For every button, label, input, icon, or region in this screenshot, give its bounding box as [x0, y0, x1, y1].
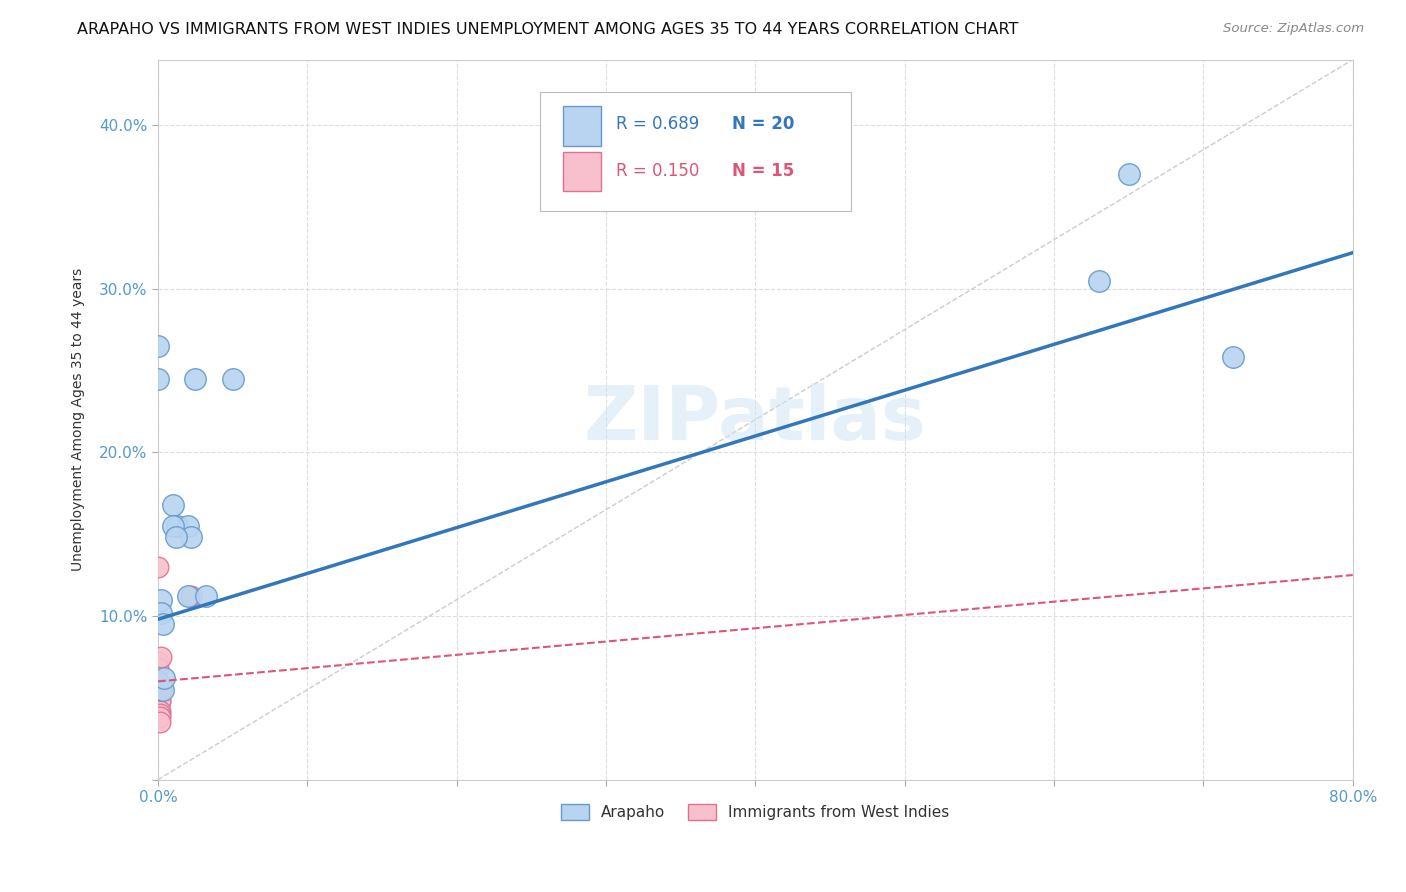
Point — [177, 590, 200, 604]
Point — [146, 339, 169, 353]
Point — [184, 372, 207, 386]
Point — [166, 519, 188, 533]
Point — [146, 560, 169, 574]
Point — [150, 606, 173, 620]
Point — [150, 682, 173, 697]
Point — [148, 694, 170, 708]
Text: R = 0.689: R = 0.689 — [616, 115, 699, 134]
Point — [146, 674, 169, 689]
Point — [146, 682, 169, 697]
Point — [150, 649, 173, 664]
Point — [146, 690, 169, 705]
Point — [148, 694, 170, 708]
Text: R = 0.150: R = 0.150 — [616, 162, 699, 180]
Point — [148, 707, 170, 722]
Point — [148, 704, 170, 718]
FancyBboxPatch shape — [540, 92, 851, 211]
FancyBboxPatch shape — [562, 152, 602, 192]
Point — [148, 710, 170, 724]
Point — [162, 519, 184, 533]
Point — [1222, 351, 1244, 365]
Point — [150, 592, 173, 607]
Point — [146, 655, 169, 669]
Legend: Arapaho, Immigrants from West Indies: Arapaho, Immigrants from West Indies — [555, 797, 956, 826]
Point — [146, 661, 169, 675]
Text: ZIPatlas: ZIPatlas — [583, 383, 927, 456]
FancyBboxPatch shape — [562, 106, 602, 146]
Point — [177, 519, 200, 533]
Text: Source: ZipAtlas.com: Source: ZipAtlas.com — [1223, 22, 1364, 36]
Point — [1118, 167, 1140, 181]
Point — [1088, 273, 1111, 287]
Point — [180, 530, 202, 544]
Point — [162, 498, 184, 512]
Point — [148, 715, 170, 730]
Point — [165, 530, 187, 544]
Text: N = 15: N = 15 — [731, 162, 794, 180]
Point — [152, 617, 174, 632]
Point — [222, 372, 245, 386]
Text: ARAPAHO VS IMMIGRANTS FROM WEST INDIES UNEMPLOYMENT AMONG AGES 35 TO 44 YEARS CO: ARAPAHO VS IMMIGRANTS FROM WEST INDIES U… — [77, 22, 1019, 37]
Point — [180, 590, 202, 604]
Y-axis label: Unemployment Among Ages 35 to 44 years: Unemployment Among Ages 35 to 44 years — [72, 268, 86, 571]
Point — [194, 590, 217, 604]
Point — [152, 682, 174, 697]
Text: N = 20: N = 20 — [731, 115, 794, 134]
Point — [153, 671, 176, 685]
Point — [146, 372, 169, 386]
